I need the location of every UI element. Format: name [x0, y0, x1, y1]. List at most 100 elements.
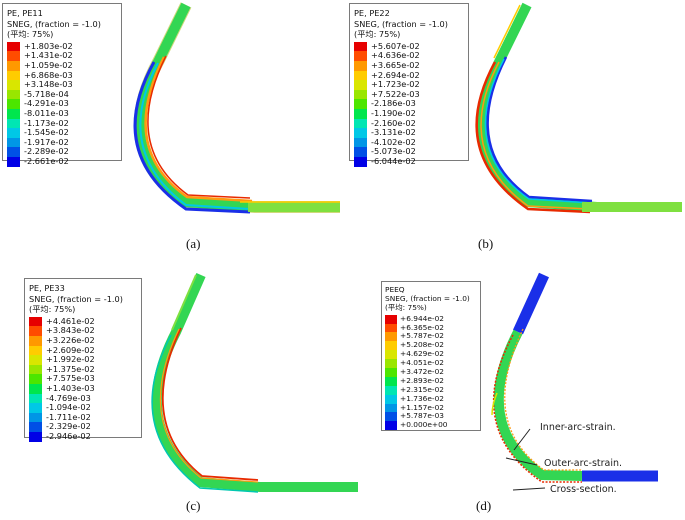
legend-value: -2.329e-02: [46, 421, 91, 432]
legend-value: +2.893e-02: [400, 375, 444, 385]
legend-swatch: [29, 383, 42, 394]
legend-value: +6.868e-03: [24, 69, 73, 80]
legend-swatch: [354, 80, 367, 90]
legend-value: +3.226e-02: [46, 334, 95, 345]
legend-row: -4.769e-03: [29, 393, 141, 404]
legend-swatch: [354, 70, 367, 81]
legend-value: -2.946e-02: [46, 430, 91, 441]
legend-row: +4.461e-02: [29, 316, 141, 327]
legend-row: -1.711e-02: [29, 411, 141, 423]
legend-value: -4.102e-02: [371, 136, 416, 147]
legend-title-c-line3: (平均: 75%): [29, 304, 76, 315]
legend-value: -1.190e-02: [371, 107, 416, 118]
legend-swatch: [29, 316, 42, 327]
caption-c: (c): [186, 498, 201, 513]
legend-swatch: [354, 118, 367, 129]
legend-b: PE, PE22 SNEG, (fraction = -1.0) (平均: 75…: [349, 3, 469, 167]
legend-value: +1.736e-02: [400, 393, 444, 403]
legend-swatch: [29, 364, 42, 375]
panel-c: PE, PE33 SNEG, (fraction = -1.0) (平均: 75…: [0, 260, 358, 520]
legend-row: -3.131e-02: [354, 127, 468, 138]
legend-value: +5.607e-02: [371, 40, 420, 51]
legend-title-b-line2: SNEG, (fraction = -1.0): [354, 18, 448, 29]
legend-scale-c: +4.461e-02 +3.843e-02 +3.226e-02 +2.609e-02…: [29, 316, 141, 442]
legend-swatch: [385, 314, 397, 324]
legend-row: -1.545e-02: [7, 127, 121, 138]
legend-value: +1.059e-02: [24, 59, 73, 70]
legend-swatch: [385, 367, 397, 377]
legend-row: +0.000e+00: [385, 420, 480, 431]
legend-title-c-line2: SNEG, (fraction = -1.0): [29, 293, 123, 304]
legend-row: +1.992e-02: [29, 354, 141, 365]
legend-swatch: [7, 60, 20, 71]
legend-title-a-line2: SNEG, (fraction = -1.0): [7, 18, 101, 29]
inner-arc-pointer: [513, 428, 531, 451]
legend-row: +1.157e-02: [385, 403, 480, 413]
legend-swatch: [29, 326, 42, 336]
legend-swatch: [29, 335, 42, 346]
legend-row: -1.917e-02: [7, 136, 121, 148]
legend-row: +7.575e-03: [29, 373, 141, 384]
legend-swatch: [385, 385, 397, 395]
legend-value: +3.665e-02: [371, 59, 420, 70]
legend-row: +3.843e-02: [29, 325, 141, 336]
annotation-outer-arc-strain: Outer-arc-strain.: [544, 458, 623, 469]
legend-row: +7.522e-03: [354, 89, 468, 100]
legend-row: +2.315e-02: [385, 385, 480, 395]
legend-row: +2.694e-02: [354, 69, 468, 81]
legend-value: +1.723e-02: [371, 79, 420, 90]
legend-value: -1.917e-02: [24, 136, 69, 147]
legend-swatch: [385, 341, 397, 351]
legend-row: +6.868e-03: [7, 69, 121, 81]
legend-value: +2.694e-02: [371, 69, 420, 80]
legend-value: -3.131e-02: [371, 127, 416, 138]
legend-row: +2.609e-02: [29, 344, 141, 356]
legend-value: +4.051e-02: [400, 358, 444, 368]
legend-swatch: [354, 41, 367, 52]
legend-swatch: [354, 137, 367, 148]
legend-row: +5.208e-02: [385, 340, 480, 351]
legend-value: +3.148e-03: [24, 79, 73, 90]
legend-row: +6.944e-02: [385, 313, 480, 324]
legend-swatch: [385, 359, 397, 368]
legend-swatch: [354, 108, 367, 119]
caption-a: (a): [186, 236, 201, 251]
legend-row: -4.291e-03: [7, 98, 121, 109]
legend-swatch: [354, 99, 367, 109]
legend-value: -1.711e-02: [46, 411, 91, 422]
legend-value: +1.375e-02: [46, 363, 95, 374]
legend-scale-d: +6.944e-02 +6.365e-02 +5.787e-02 +5.208e-02…: [385, 313, 480, 431]
legend-title-d-line3: (平均: 75%): [385, 303, 427, 313]
legend-value: -1.545e-02: [24, 127, 69, 138]
legend-value: +1.803e-02: [24, 40, 73, 51]
legend-swatch: [7, 99, 20, 109]
legend-row: +1.403e-03: [29, 382, 141, 394]
legend-swatch: [7, 137, 20, 148]
pipe-figure-c: [151, 272, 358, 493]
legend-row: +3.226e-02: [29, 334, 141, 346]
legend-row: +1.803e-02: [7, 40, 121, 52]
legend-row: +3.472e-02: [385, 367, 480, 377]
legend-swatch: [385, 376, 397, 386]
legend-swatch: [29, 355, 42, 365]
legend-a: PE, PE11 SNEG, (fraction = -1.0) (平均: 75…: [2, 3, 122, 167]
annotation-inner-arc-strain: Inner-arc-strain.: [540, 422, 616, 433]
legend-scale-b: +5.607e-02 +4.636e-02 +3.665e-02 +2.694e-02…: [354, 40, 468, 167]
legend-value: +2.609e-02: [46, 344, 95, 355]
legend-swatch: [354, 147, 367, 157]
legend-row: +6.365e-02: [385, 323, 480, 333]
legend-swatch: [29, 403, 42, 413]
legend-row: -4.102e-02: [354, 136, 468, 148]
legend-value: +1.403e-03: [46, 382, 95, 393]
legend-value: +6.944e-02: [400, 313, 444, 323]
legend-swatch: [29, 374, 42, 384]
legend-value: +1.992e-02: [46, 354, 95, 365]
pipe-figure-b: [475, 2, 682, 214]
legend-value: -2.160e-02: [371, 117, 416, 128]
legend-swatch: [7, 147, 20, 157]
outer-arc-pointer: [505, 457, 538, 466]
legend-row: +5.787e-02: [385, 331, 480, 342]
panel-d: PEEQ SNEG, (fraction = -1.0) (平均: 75%) +…: [342, 260, 685, 520]
legend-swatch: [354, 60, 367, 71]
legend-swatch: [29, 345, 42, 356]
